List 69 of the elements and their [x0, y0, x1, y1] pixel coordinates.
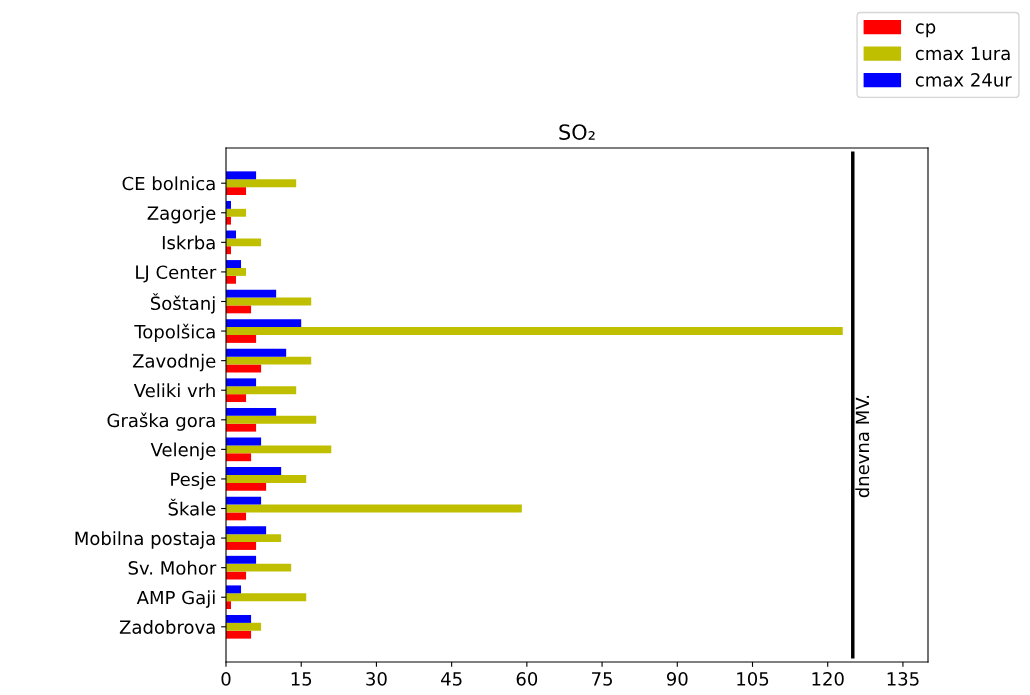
bar: [226, 179, 297, 188]
y-tick-label: Mobilna postaja: [75, 531, 215, 549]
x-tick-label: 135: [887, 672, 919, 686]
legend-label: cmax 1ura: [915, 46, 1010, 61]
bar: [226, 394, 247, 403]
y-tick-label: Pesje: [171, 472, 216, 490]
bar: [226, 386, 297, 395]
bar: [226, 327, 843, 336]
legend-label: cp: [915, 23, 936, 38]
bar: [226, 474, 307, 483]
bar: [226, 496, 262, 505]
bar: [226, 453, 252, 462]
x-tick-label: 120: [812, 672, 844, 686]
bar: [226, 585, 242, 594]
y-tick-label: Zagorje: [147, 205, 216, 224]
bar: [226, 563, 292, 572]
y-tick-label: Graška gora: [107, 412, 215, 431]
bar: [226, 335, 257, 343]
bar: [226, 348, 287, 357]
y-tick-label: Zavodnje: [132, 353, 216, 372]
y-tick-label: Sv. Mohor: [128, 560, 217, 575]
bar: [226, 423, 257, 432]
bar: [226, 238, 262, 247]
bar: [226, 208, 247, 217]
bar: [226, 534, 282, 543]
x-tick-label: 90: [666, 672, 688, 686]
bar: [226, 542, 257, 550]
y-tick-label: Škale: [168, 498, 216, 516]
y-tick-label: Šoštanj: [150, 293, 215, 314]
x-tick-label: 15: [291, 672, 312, 686]
bar: [226, 445, 332, 454]
bar: [226, 415, 317, 424]
legend-label: cmax 24ur: [915, 73, 1012, 87]
x-tick-label: 0: [221, 672, 231, 686]
bar: [226, 356, 312, 365]
bar: [226, 555, 257, 564]
bar: [226, 260, 242, 268]
bar: [226, 187, 247, 196]
ref-line-label: dnevna MV.: [855, 395, 870, 498]
bar: [226, 267, 247, 276]
bar: [226, 593, 307, 602]
bar: [226, 467, 282, 475]
bar: [226, 630, 252, 639]
bar: [226, 407, 277, 416]
bar: [226, 319, 302, 328]
y-tick-label: LJ Center: [136, 265, 217, 283]
y-tick-label: CE bolnica: [122, 176, 215, 191]
bar: [226, 614, 252, 623]
x-tick-label: 60: [516, 672, 538, 686]
bar: [226, 378, 257, 387]
bar: [226, 171, 257, 180]
bar: [226, 482, 267, 491]
y-tick-label: Topolšica: [134, 323, 215, 343]
x-tick-label: 45: [441, 672, 462, 686]
x-tick-label: 75: [592, 672, 612, 686]
chart-title: SO₂: [559, 124, 595, 140]
y-tick-label: Velenje: [150, 442, 216, 460]
y-tick-label: Zadobrova: [119, 619, 215, 634]
y-tick-label: Veliki vrh: [133, 383, 215, 398]
bar: [226, 275, 237, 284]
y-tick-label: Iskrba: [162, 235, 215, 250]
bar: [226, 622, 262, 631]
y-tick-label: AMP Gaji: [136, 590, 215, 608]
bar: [226, 526, 267, 535]
bar: [226, 289, 277, 298]
bar: [226, 512, 247, 521]
x-tick-label: 105: [737, 672, 769, 686]
x-tick-label: 30: [366, 672, 387, 686]
bar: [226, 305, 252, 314]
